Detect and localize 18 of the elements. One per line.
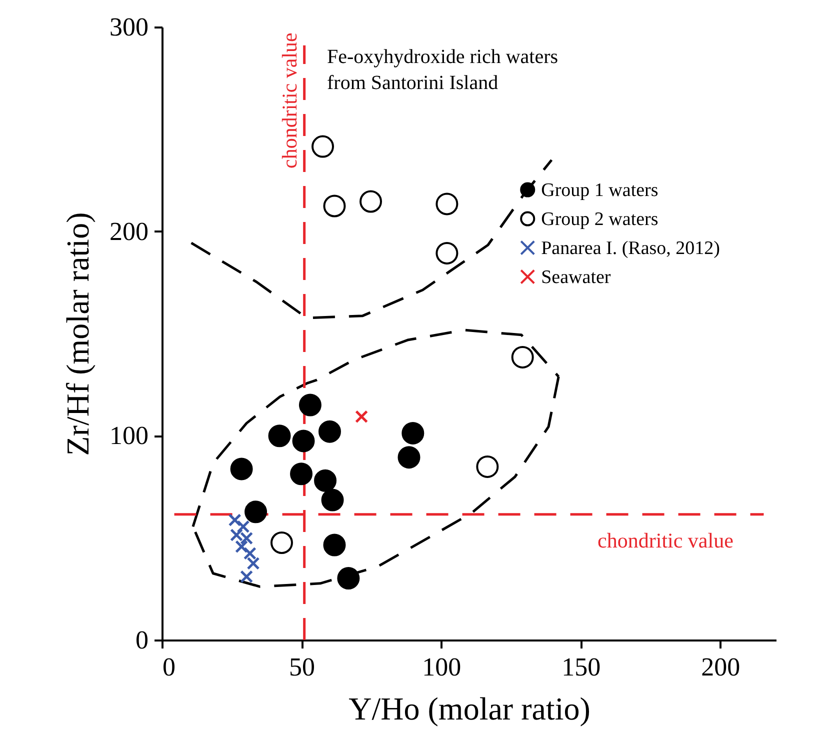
x-tick-label: 200	[701, 652, 740, 682]
x-axis-title: Y/Ho (molar ratio)	[348, 690, 590, 726]
y-tick-label: 100	[110, 421, 148, 450]
x-tick-label: 150	[562, 652, 601, 682]
ref-line-label: chondritic value	[277, 32, 302, 168]
x-tick-label: 50	[289, 652, 316, 682]
x-tick-label: 0	[162, 652, 176, 682]
y-tick-label: 0	[136, 626, 148, 654]
y-axis-title: Zr/Hf (molar ratio)	[60, 212, 96, 456]
legend-label: Group 1 waters	[541, 180, 658, 201]
y-tick-label: 300	[110, 12, 148, 42]
annotation: Fe-oxyhydroxide rich waters from Santorini Island	[327, 46, 558, 94]
y-tick-label: 200	[110, 216, 148, 246]
legend-label: Seawater	[541, 266, 612, 288]
x-tick-label: 100	[422, 652, 462, 682]
legend-label: Panarea I. (Raso, 2012)	[541, 238, 720, 259]
ref-line-label: chondritic value	[598, 528, 734, 552]
legend-label: Group 2 waters	[541, 208, 658, 230]
